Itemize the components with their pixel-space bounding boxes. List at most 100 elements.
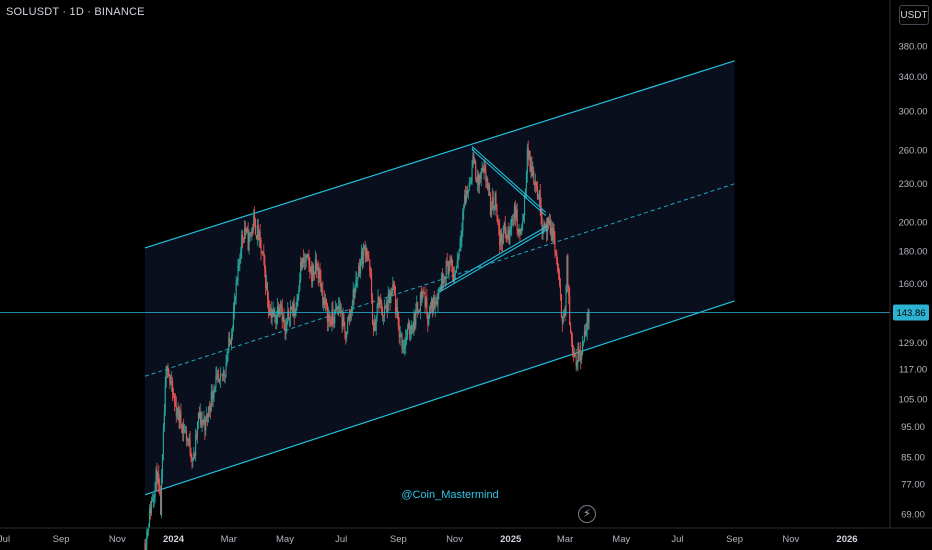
candle-body xyxy=(210,391,212,411)
candle-body xyxy=(500,232,502,245)
candle xyxy=(286,317,288,334)
candle-body xyxy=(392,284,394,294)
candle-body xyxy=(303,260,305,263)
candle-body xyxy=(557,263,559,272)
candle-body xyxy=(569,296,571,325)
candle xyxy=(192,457,194,468)
candle-body xyxy=(287,310,289,322)
candle xyxy=(487,176,489,191)
candle xyxy=(229,331,231,347)
candle xyxy=(576,360,578,370)
candle-body xyxy=(533,170,535,183)
candle xyxy=(250,231,252,238)
candle-body xyxy=(213,387,215,398)
candle xyxy=(408,320,410,341)
candle-body xyxy=(261,251,263,253)
candle xyxy=(521,223,523,235)
candle-body xyxy=(260,239,262,252)
candle xyxy=(162,422,164,461)
candle-body xyxy=(153,497,155,499)
candle-body xyxy=(175,405,177,416)
candle xyxy=(339,300,341,317)
candle-body xyxy=(535,181,538,186)
candle-body xyxy=(243,227,246,239)
candle xyxy=(222,366,224,382)
candle-body xyxy=(173,395,175,402)
candle xyxy=(190,447,192,463)
candle-body xyxy=(465,190,468,202)
candle xyxy=(208,401,211,418)
candle-body xyxy=(406,337,408,339)
candle-body xyxy=(523,215,525,221)
candle-body xyxy=(310,267,312,272)
candle xyxy=(492,190,494,215)
candle xyxy=(517,228,519,239)
candle xyxy=(299,272,301,292)
candle xyxy=(511,216,513,237)
candle xyxy=(485,163,487,188)
candle-body xyxy=(339,305,341,313)
candle-body xyxy=(516,209,518,231)
candle xyxy=(260,237,262,261)
candle-body xyxy=(570,332,573,341)
candle-body xyxy=(152,498,154,502)
candle xyxy=(317,260,319,287)
candle-body xyxy=(149,507,151,527)
candle xyxy=(355,270,357,293)
candle xyxy=(211,384,213,407)
candle xyxy=(578,342,580,362)
candle-body xyxy=(548,220,550,224)
candle-body xyxy=(216,374,218,377)
candle xyxy=(372,319,374,336)
candle-body xyxy=(324,297,326,305)
y-tick-label: 117.00 xyxy=(899,365,927,376)
currency-button[interactable]: USDT xyxy=(899,5,929,25)
candle xyxy=(278,304,281,318)
candle xyxy=(385,297,387,313)
candle-body xyxy=(567,255,569,286)
candle-body xyxy=(504,223,506,232)
candle-body xyxy=(264,256,266,270)
candle xyxy=(513,202,515,225)
candle-body xyxy=(562,315,564,323)
candle-body xyxy=(544,223,546,227)
candle-body xyxy=(366,249,368,255)
candle xyxy=(431,298,433,318)
candle xyxy=(549,214,551,236)
candle-body xyxy=(474,161,476,164)
candle-body xyxy=(546,223,548,233)
candle-body xyxy=(393,284,395,288)
candle-body xyxy=(459,242,461,250)
candle-body xyxy=(211,391,213,399)
candle-body xyxy=(519,228,521,234)
candle xyxy=(359,258,361,278)
candle xyxy=(257,219,259,241)
lightning-icon[interactable]: ⚡︎ xyxy=(578,505,596,523)
candle-body xyxy=(183,424,185,433)
candle xyxy=(264,254,266,278)
candle-body xyxy=(456,260,458,269)
candle xyxy=(199,403,201,428)
candle xyxy=(187,438,189,448)
candle-body xyxy=(301,258,304,269)
candle xyxy=(147,527,149,539)
candle xyxy=(278,302,280,318)
candle-body xyxy=(418,310,421,312)
candle-body xyxy=(359,261,362,274)
candle xyxy=(313,271,316,281)
candle xyxy=(295,301,297,317)
candle xyxy=(474,158,476,164)
candle xyxy=(388,288,390,304)
candle-body xyxy=(230,340,232,344)
candle-body xyxy=(496,204,498,216)
candle-body xyxy=(553,228,555,238)
candle-body xyxy=(384,306,386,308)
candle xyxy=(232,302,234,332)
candle xyxy=(430,296,433,314)
candle-body xyxy=(411,326,413,331)
candle xyxy=(155,466,157,492)
candle xyxy=(371,292,374,325)
candle-body xyxy=(554,237,556,252)
candle xyxy=(316,262,318,272)
